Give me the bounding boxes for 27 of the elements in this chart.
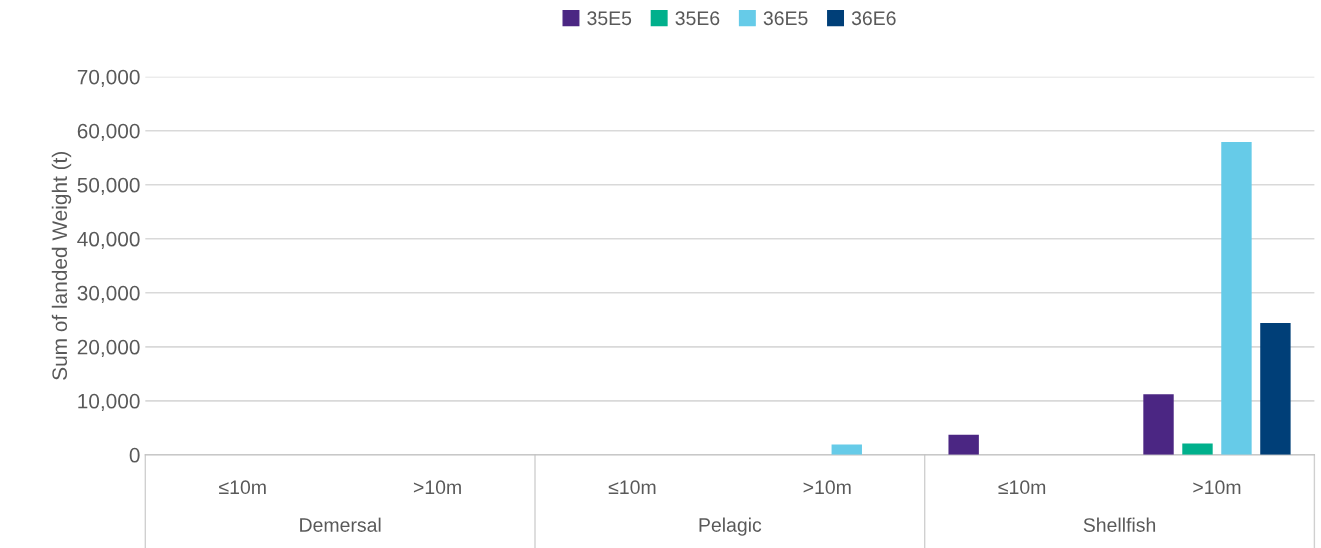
x-tick-label: ≤10m [608,480,656,495]
legend-label: 36E5 [763,11,808,26]
y-tick-label: 60,000 [77,123,140,141]
x-tick-label: ≤10m [219,480,266,495]
bar [948,434,979,455]
bar [1260,323,1291,455]
x-tick-label: >10m [803,480,851,495]
y-tick-label: 50,000 [77,177,140,195]
legend-label: 35E5 [587,11,632,26]
x-tick-label: ≤10m [998,480,1046,495]
x-tick-label: >10m [413,480,461,495]
bar [1221,142,1252,455]
y-tick-label: 30,000 [77,285,140,303]
y-tick-label: 40,000 [77,231,140,249]
y-axis-title: Sum of landed Weight (t) [51,152,72,380]
y-tick-label: 70,000 [77,69,140,87]
text: Pelagic [699,517,762,536]
y-tick-label: 10,000 [78,393,140,412]
x-tick-label: >10m [1193,480,1241,495]
y-tick-label: 20,000 [77,339,140,358]
legend-label: 35E6 [675,11,720,26]
bar [1182,443,1213,455]
text: Demersal [300,517,381,532]
legend-label: 36E6 [851,11,896,26]
bar [1143,394,1174,455]
y-tick-label: 0 [129,447,140,463]
text: Shellfish [1083,517,1156,532]
